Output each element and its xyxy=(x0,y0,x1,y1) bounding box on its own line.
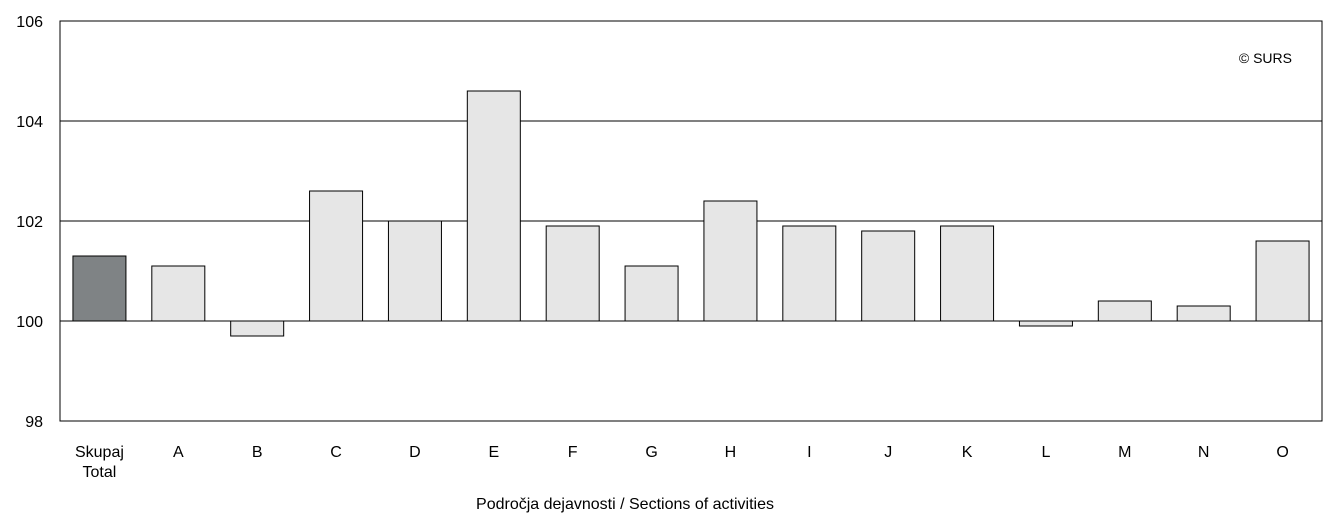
bar xyxy=(72,255,127,322)
bar xyxy=(545,225,600,322)
bar xyxy=(1255,240,1310,322)
x-category-label: E xyxy=(488,444,499,461)
x-category-label: A xyxy=(173,444,184,461)
bar xyxy=(1018,320,1073,327)
x-category-label: B xyxy=(252,444,263,461)
x-category-label: G xyxy=(645,444,657,461)
plot-frame xyxy=(59,20,1323,422)
x-category-label: M xyxy=(1118,444,1131,461)
bar xyxy=(309,190,364,322)
x-category-label: H xyxy=(725,444,737,461)
bar xyxy=(1097,300,1152,322)
gridlines xyxy=(60,20,1322,422)
x-category-label: L xyxy=(1041,444,1050,461)
bars xyxy=(72,90,1310,337)
y-tick-labels: 98 100 102 104 106 xyxy=(16,14,43,431)
x-category-labels: Skupaj Total A B C D E F G H I J K L M N O xyxy=(75,444,1289,481)
credit-label: © SURS xyxy=(1239,50,1292,66)
x-axis-title: Področja dejavnosti / Sections of activi… xyxy=(476,496,774,513)
y-tick-label: 102 xyxy=(16,214,43,231)
x-category-label: I xyxy=(807,444,811,461)
bar xyxy=(703,200,758,322)
bar xyxy=(466,90,521,322)
y-tick-label: 104 xyxy=(16,114,43,131)
bar xyxy=(230,320,285,337)
x-category-label: Skupaj Total xyxy=(75,444,124,481)
y-tick-label: 106 xyxy=(16,14,43,31)
bar xyxy=(624,265,679,322)
bar xyxy=(1176,305,1231,322)
x-category-label: N xyxy=(1198,444,1210,461)
bar xyxy=(940,225,995,322)
bar xyxy=(861,230,916,322)
x-category-label: J xyxy=(884,444,892,461)
bar xyxy=(387,220,442,322)
bar xyxy=(151,265,206,322)
x-category-label: K xyxy=(962,444,973,461)
y-tick-label: 100 xyxy=(16,314,43,331)
x-category-label: D xyxy=(409,444,421,461)
y-tick-label: 98 xyxy=(25,414,43,431)
x-category-label: O xyxy=(1276,444,1288,461)
x-category-label: F xyxy=(568,444,578,461)
x-category-label: C xyxy=(330,444,342,461)
bar xyxy=(782,225,837,322)
